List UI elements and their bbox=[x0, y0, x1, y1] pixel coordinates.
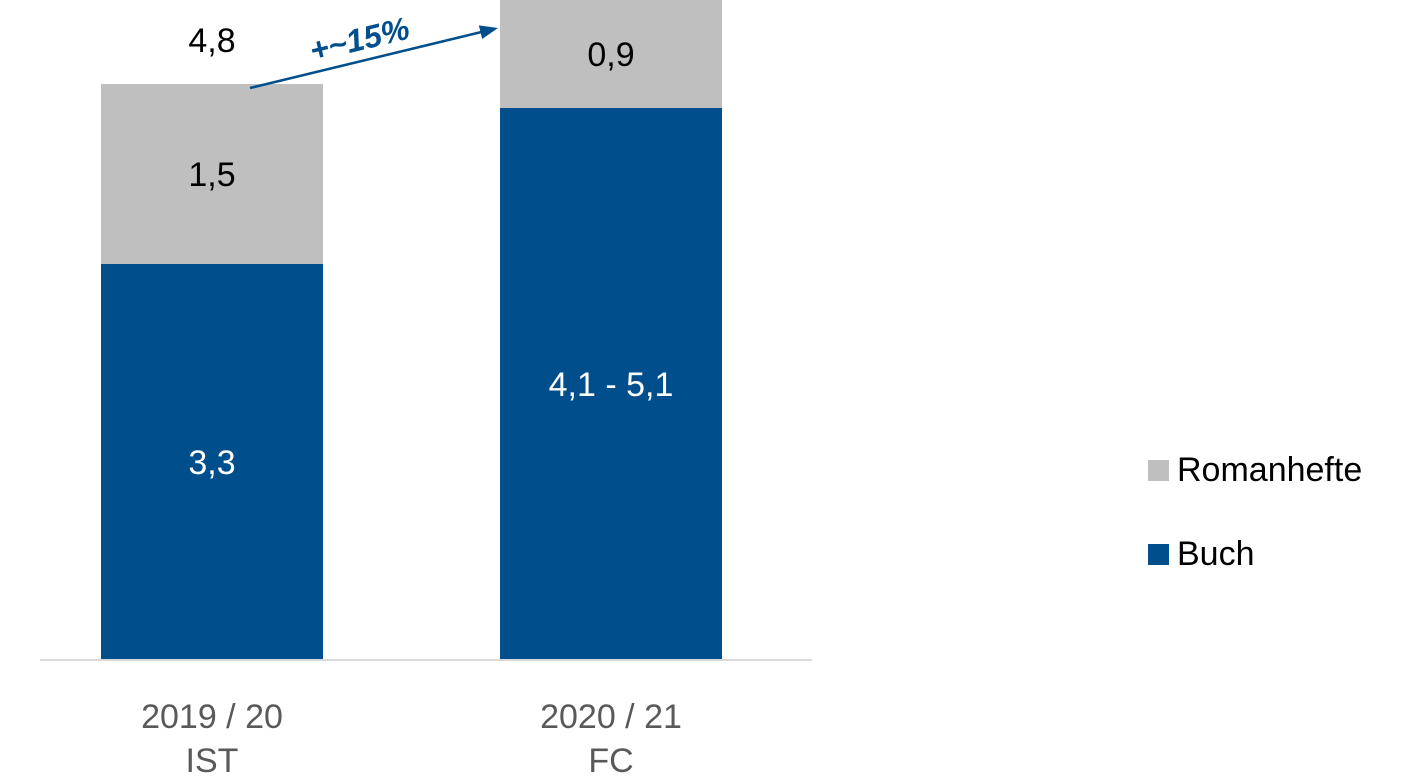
x-tick-label-1-1: FC bbox=[588, 742, 633, 776]
x-tick-label-0-1: IST bbox=[186, 742, 239, 776]
growth-annotation-label: +~15% bbox=[306, 10, 413, 69]
bar-buch-1 bbox=[500, 108, 722, 660]
bars-layer bbox=[101, 0, 722, 660]
data-label-romanhefte-0: 1,5 bbox=[188, 156, 235, 194]
bar-romanhefte-0 bbox=[101, 84, 323, 264]
x-tick-label-0-0: 2019 / 20 bbox=[141, 698, 283, 736]
legend-item-buch: Buch bbox=[1148, 534, 1362, 574]
growth-arrow-head bbox=[478, 25, 498, 40]
data-label-buch-0: 3,3 bbox=[188, 444, 235, 482]
legend: Romanhefte Buch bbox=[1148, 450, 1362, 618]
total-label-0: 4,8 bbox=[188, 22, 235, 60]
growth-arrow-line bbox=[249, 30, 485, 90]
bar-romanhefte-1 bbox=[500, 0, 722, 108]
legend-label-romanhefte: Romanhefte bbox=[1177, 450, 1363, 489]
legend-swatch-buch bbox=[1148, 543, 1169, 565]
data-label-romanhefte-1: 0,9 bbox=[587, 36, 634, 74]
bar-buch-0 bbox=[101, 264, 323, 660]
legend-item-romanhefte: Romanhefte bbox=[1148, 450, 1362, 490]
x-tick-label-1-0: 2020 / 21 bbox=[540, 698, 682, 736]
data-label-buch-1: 4,1 - 5,1 bbox=[549, 366, 674, 404]
legend-swatch-romanhefte bbox=[1148, 459, 1169, 481]
legend-label-buch: Buch bbox=[1177, 534, 1255, 573]
growth-annotation: +~15% bbox=[249, 10, 498, 90]
